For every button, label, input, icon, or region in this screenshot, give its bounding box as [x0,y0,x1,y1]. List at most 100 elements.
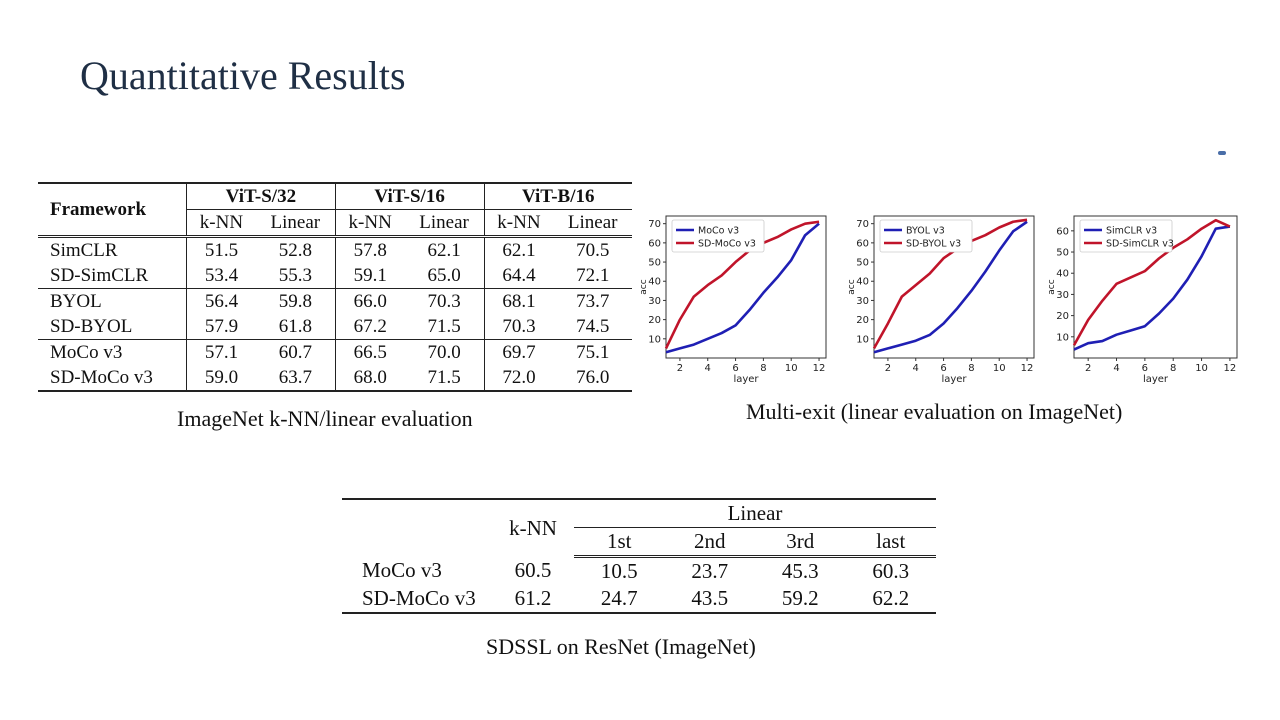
y-axis-label: acc [640,279,649,294]
x-tick-label: 6 [1142,363,1148,374]
subheader-linear: Linear [419,212,469,233]
imagenet-results-table: Framework ViT-S/32 ViT-S/16 ViT-B/16 k-N… [38,182,632,392]
x-tick-label: 12 [813,363,826,374]
x-tick-label: 12 [1224,363,1237,374]
legend-label: MoCo v3 [698,226,739,237]
multi-exit-caption: Multi-exit (linear evaluation on ImageNe… [746,399,1123,424]
legend-box [671,219,765,253]
plot-frame [873,215,1035,359]
table-cell: 45.3 [781,559,819,583]
y-tick-label: 10 [1056,332,1069,343]
y-tick-label: 40 [648,277,661,288]
resnet-table-caption: SDSSL on ResNet (ImageNet) [486,634,756,659]
table-cell: 59.8 [255,288,336,314]
x-tick-label: 8 [968,363,974,374]
x-tick-label: 8 [760,363,766,374]
table-cell: 60.7 [255,339,336,365]
table-row: SD-SimCLR 53.4 55.3 59.1 65.0 64.4 72.1 [38,263,632,289]
x-tick-label: 4 [705,363,711,374]
row-label: MoCo v3 [362,558,442,583]
x-tick-label: 6 [940,363,946,374]
y-tick-label: 60 [648,238,661,249]
table-cell: 66.5 [334,339,405,365]
table-cell: 70.0 [404,339,484,365]
table-cell: 62.1 [483,235,554,263]
decorative-dot [1218,151,1226,155]
table-cell: 73.7 [553,288,632,314]
y-tick-label: 70 [648,219,661,230]
table-cell: 55.3 [278,265,312,286]
table-cell: 62.1 [404,235,484,263]
group-header-vit-b16: ViT-B/16 [483,182,632,210]
y-tick-label: 60 [1056,226,1069,237]
table-cell: 74.5 [576,316,610,337]
x-tick-label: 10 [993,363,1006,374]
plot-moco: 2 4 6 8 10 12 10 20 30 40 50 60 70 layer acc MoCo v3 SD-… [639,206,836,397]
x-tick-label: 10 [785,363,798,374]
table-cell: 59.2 [755,585,846,614]
y-tick-label: 50 [648,258,661,269]
table-cell: 68.0 [334,365,405,392]
y-tick-label: 50 [1056,248,1069,259]
x-tick-label: 10 [1195,363,1208,374]
table-cell: 57.8 [334,235,405,263]
table-cell: 65.0 [427,265,461,286]
series-line [664,220,820,349]
subheader-knn: k-NN [334,209,405,237]
row-label: SD-SimCLR [50,265,149,286]
table-cell: 70.3 [404,288,484,314]
table-cell: 60.5 [514,558,552,583]
table-cell: 72.0 [483,365,554,392]
x-tick-label: 6 [732,363,738,374]
table-cell: 24.7 [574,585,665,614]
table-cell: 59.1 [334,263,405,289]
row-label: SimCLR [38,235,187,263]
row-label: SD-BYOL [50,316,133,337]
table-row: SimCLR 51.5 52.8 57.8 62.1 62.1 70.5 [38,235,632,263]
imagenet-table-caption: ImageNet k-NN/linear evaluation [177,406,473,431]
table-cell: 59.0 [185,365,256,392]
x-tick-label: 2 [1085,363,1091,374]
table-cell: 51.5 [185,235,256,263]
table-cell: 52.8 [255,235,336,263]
plot-simclr: 2 4 6 8 10 12 10 20 30 40 50 60 layer acc SimCLR v3 SD-… [1043,206,1243,397]
y-tick-label: 10 [856,334,869,345]
table-cell: 61.2 [492,585,574,614]
table-row: SD-MoCo v3 61.2 24.7 43.5 59.2 62.2 [342,585,936,614]
y-tick-label: 20 [1056,311,1069,322]
plot-byol: 2 4 6 8 10 12 10 20 30 40 50 60 70 layer acc BYOL v3 SD-… [840,206,1045,397]
legend-label: SD-BYOL v3 [906,239,961,250]
table-cell: 67.2 [334,314,405,340]
series-line [1073,225,1231,351]
slide-title: Quantitative Results [80,53,406,98]
table-cell: 23.7 [691,559,729,583]
legend-label: SD-SimCLR v3 [1106,239,1174,250]
subheader-knn: k-NN [483,209,554,237]
table-cell: 57.1 [185,339,256,365]
x-tick-label: 2 [677,363,683,374]
x-tick-label: 8 [1170,363,1176,374]
table-cell: 70.5 [553,235,632,263]
table-row: SD-BYOL 57.9 61.8 67.2 71.5 70.3 74.5 [38,314,632,340]
table-cell: 69.7 [483,339,554,365]
y-tick-label: 60 [856,238,869,249]
plot-frame [665,215,827,359]
subheader-linear: Linear [270,212,321,233]
linear-sub-last: last [845,527,936,558]
row-label: BYOL [38,288,187,314]
table-cell: 61.8 [278,316,312,337]
framework-header: Framework [38,182,187,237]
linear-sub-3rd: 3rd [755,527,846,558]
linear-header: Linear [574,498,936,528]
y-tick-label: 20 [648,315,661,326]
x-tick-label: 4 [1113,363,1119,374]
table-cell: 71.5 [404,365,484,392]
x-axis-label: layer [733,374,759,385]
y-tick-label: 50 [856,258,869,269]
y-tick-label: 10 [648,334,661,345]
table-cell: 71.5 [427,316,461,337]
x-tick-label: 2 [885,363,891,374]
x-tick-label: 4 [913,363,919,374]
table-cell: 56.4 [185,288,256,314]
y-tick-label: 30 [856,296,869,307]
